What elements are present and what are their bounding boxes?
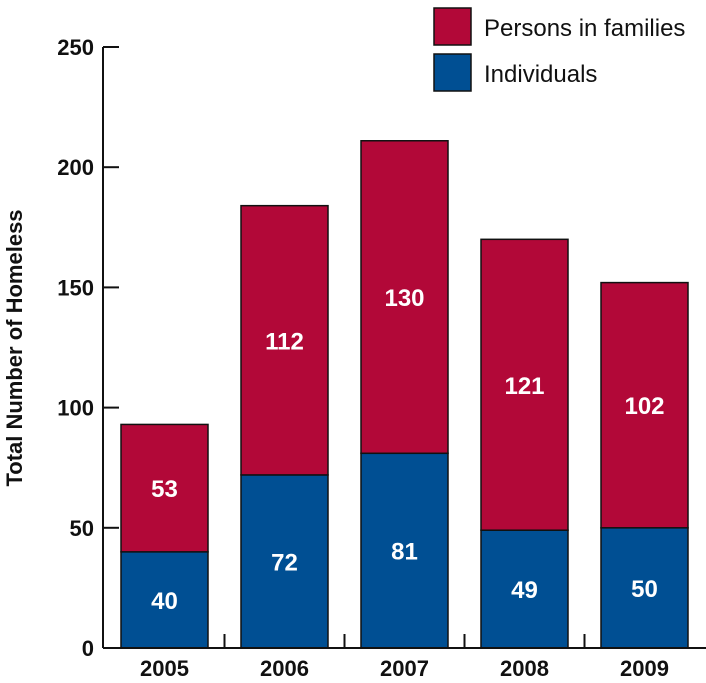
- bar-segment: [360, 452, 449, 649]
- bar-segment: [120, 423, 209, 553]
- bar-segment: [480, 238, 569, 531]
- legend-swatch: [433, 7, 472, 46]
- bar-value-label: 102: [624, 393, 664, 420]
- x-tick-label: 2007: [380, 656, 429, 681]
- bars: [120, 140, 689, 649]
- y-tick-label: 0: [82, 636, 94, 661]
- y-tick-label: 50: [70, 516, 94, 541]
- y-tick-label: 200: [57, 155, 94, 180]
- bar-value-label: 130: [384, 285, 424, 312]
- axes: [102, 47, 706, 649]
- data-labels: 40 53 72 112 81 130 49 121 50 102: [151, 285, 664, 615]
- legend-label: Individuals: [484, 61, 597, 88]
- bar-value-label: 53: [151, 476, 178, 503]
- bar-value-label: 49: [511, 577, 538, 604]
- y-tick-label: 100: [57, 396, 94, 421]
- bar-value-label: 40: [151, 588, 178, 615]
- bar-value-label: 81: [391, 539, 418, 566]
- legend-label: Persons in families: [484, 15, 685, 42]
- x-tick-label: 2008: [500, 656, 549, 681]
- x-tick-label: 2006: [260, 656, 309, 681]
- bar-value-label: 112: [265, 328, 304, 355]
- bar-value-label: 121: [504, 373, 544, 400]
- bar-value-label: 72: [271, 549, 298, 576]
- legend-swatch: [433, 53, 472, 92]
- x-axis-ticks: 2005 2006 2007 2008 2009: [140, 634, 669, 681]
- x-tick-label: 2005: [140, 656, 189, 681]
- y-tick-label: 150: [57, 275, 94, 300]
- bar-value-label: 50: [631, 576, 658, 603]
- x-tick-label: 2009: [620, 656, 669, 681]
- y-tick-label: 250: [57, 35, 94, 60]
- y-axis-title: Total Number of Homeless: [2, 209, 27, 486]
- bar-segment: [240, 204, 329, 476]
- y-axis-ticks: 0 50 100 150 200 250: [57, 35, 119, 661]
- bar-segment: [600, 281, 689, 529]
- bar-segment: [120, 551, 209, 649]
- bar-segment: [360, 140, 449, 455]
- legend: Persons in families Individuals: [433, 7, 685, 92]
